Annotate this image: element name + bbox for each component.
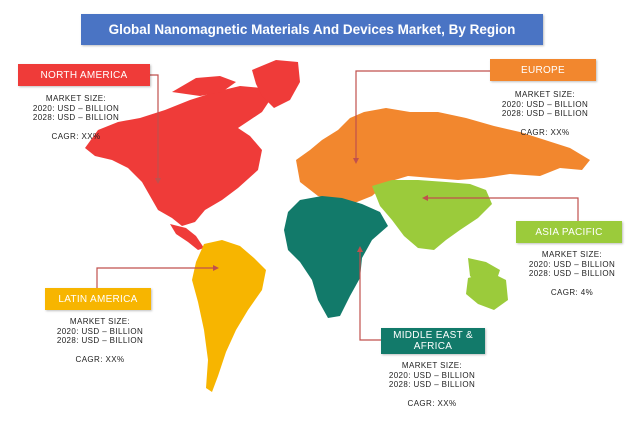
connector-latin-america [96,267,215,288]
middle-east-africa-cagr: CAGR: XX% [407,398,457,408]
latin-america-info: MARKET SIZE: 2020: USD – BILLION 2028: U… [40,317,160,364]
middle-east-africa-shape [284,196,388,318]
arrow-north-america [155,178,161,184]
europe-2020-value: 2020: USD – BILLION [501,99,589,109]
europe-2028-value: 2028: USD – BILLION [501,109,589,118]
europe-market-size-label: MARKET SIZE: [514,90,576,99]
north-america-market-size-label: MARKET SIZE: [45,94,107,103]
latin-america-shape [192,240,266,392]
arrow-latin-america [213,265,219,271]
region-latin-america-label: LATIN AMERICA [45,288,151,310]
connector-europe [355,70,490,160]
north-america-info: MARKET SIZE: 2020: USD – BILLION 2028: U… [18,94,134,141]
latin-america-2020-value: 2020: USD – BILLION [56,326,144,336]
latin-america-2028-value: 2028: USD – BILLION [56,336,144,345]
north-america-2020-value: 2020: USD – BILLION [32,103,120,113]
connector-asia-pacific [426,197,579,221]
middle-east-africa-info: MARKET SIZE: 2020: USD – BILLION 2028: U… [372,361,492,408]
asia-pacific-market-size-label: MARKET SIZE: [541,250,603,259]
asia-pacific-cagr: CAGR: 4% [550,287,594,297]
connector-lines [96,70,579,341]
connector-north-america [150,74,159,180]
map-title: Global Nanomagnetic Materials And Device… [81,14,543,45]
region-asia-pacific-label: ASIA PACIFIC [516,221,622,243]
connector-arrows [155,158,428,271]
north-america-shape [85,60,300,250]
europe-info: MARKET SIZE: 2020: USD – BILLION 2028: U… [490,90,600,137]
latin-america-cagr: CAGR: XX% [75,354,125,364]
asia-pacific-shape [372,180,508,310]
north-america-cagr: CAGR: XX% [51,131,101,141]
connector-middle-east-africa [359,250,385,341]
middle-east-africa-2020-value: 2020: USD – BILLION [388,370,476,380]
arrow-asia-pacific [422,195,428,201]
europe-shape [296,108,590,204]
middle-east-africa-2028-value: 2028: USD – BILLION [388,380,476,389]
asia-pacific-2028-value: 2028: USD – BILLION [528,269,616,278]
north-america-2028-value: 2028: USD – BILLION [32,113,120,122]
region-europe-label: EUROPE [490,59,596,81]
latin-america-market-size-label: MARKET SIZE: [69,317,131,326]
asia-pacific-2020-value: 2020: USD – BILLION [528,259,616,269]
region-north-america-label: NORTH AMERICA [18,64,150,86]
region-middle-east-africa-label: MIDDLE EAST & AFRICA [381,328,485,354]
middle-east-africa-market-size-label: MARKET SIZE: [401,361,463,370]
europe-cagr: CAGR: XX% [520,127,570,137]
asia-pacific-info: MARKET SIZE: 2020: USD – BILLION 2028: U… [514,250,630,297]
arrow-middle-east-africa [357,246,363,252]
arrow-europe [353,158,359,164]
